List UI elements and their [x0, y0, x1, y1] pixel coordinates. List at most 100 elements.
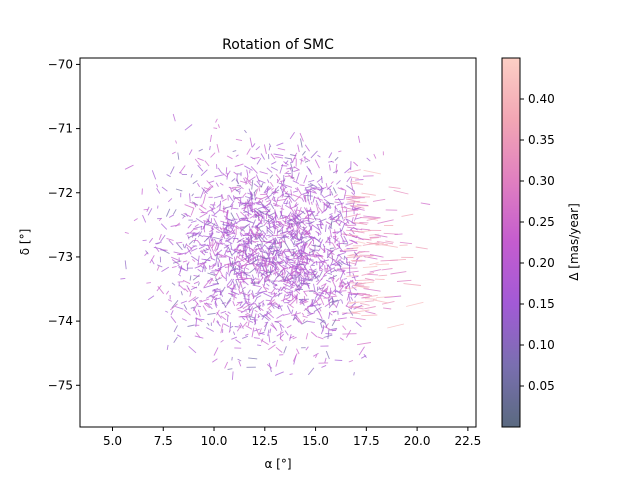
- vector-arrow: [231, 260, 234, 266]
- vector-arrow: [290, 309, 294, 315]
- vector-arrow: [267, 304, 273, 310]
- vector-arrow: [264, 244, 272, 252]
- vector-arrow: [193, 281, 200, 285]
- vector-arrow: [259, 300, 265, 305]
- vector-arrow: [262, 240, 267, 243]
- vector-arrow: [295, 242, 300, 247]
- vector-arrow: [259, 244, 266, 251]
- vector-arrow: [238, 360, 242, 367]
- vector-arrow: [271, 215, 276, 224]
- vector-arrow: [251, 179, 254, 190]
- vector-arrow: [378, 274, 388, 277]
- vector-arrow: [328, 274, 338, 280]
- vector-arrow: [271, 322, 278, 331]
- vector-arrow: [255, 203, 264, 206]
- vector-arrow: [324, 290, 330, 296]
- vector-arrow: [235, 244, 240, 250]
- vector-arrow: [179, 165, 186, 174]
- vector-arrow: [305, 185, 313, 189]
- vector-arrow: [165, 290, 170, 295]
- vector-arrow: [276, 252, 283, 255]
- vector-arrow: [341, 203, 344, 212]
- y-axis: −70 −71 −72 −73 −74 −75: [48, 57, 80, 392]
- vector-arrow: [339, 285, 344, 292]
- vector-arrow: [277, 286, 282, 293]
- vector-arrow: [281, 204, 283, 215]
- vector-arrow: [360, 302, 370, 306]
- vector-arrow: [275, 346, 283, 353]
- vector-arrow: [237, 239, 242, 242]
- vector-arrow: [253, 189, 257, 194]
- vector-arrow: [267, 329, 270, 337]
- vector-arrow: [259, 328, 262, 334]
- vector-arrow: [303, 194, 306, 199]
- vector-arrow: [166, 237, 174, 241]
- vector-arrow: [257, 344, 262, 347]
- vector-arrow: [300, 242, 307, 248]
- vector-arrow: [336, 202, 345, 206]
- vector-arrow: [369, 269, 381, 273]
- vector-arrow: [285, 211, 292, 220]
- vector-arrow: [353, 251, 358, 256]
- vector-arrow: [235, 273, 240, 283]
- vector-arrow: [321, 287, 328, 293]
- vector-arrow: [233, 196, 244, 200]
- vector-arrow: [182, 279, 191, 285]
- vector-arrow: [324, 326, 332, 331]
- vector-arrow: [226, 172, 229, 180]
- vector-arrow: [280, 181, 285, 191]
- vector-arrow: [287, 194, 295, 202]
- vector-arrow: [349, 201, 367, 204]
- vector-arrow: [210, 277, 214, 282]
- vector-arrow: [276, 198, 287, 202]
- vector-arrow: [296, 237, 304, 243]
- vector-arrow: [245, 255, 251, 259]
- vector-arrow: [226, 264, 233, 266]
- vector-arrow: [198, 148, 203, 152]
- vector-arrow: [399, 241, 413, 245]
- vector-arrow: [263, 218, 270, 226]
- vector-arrow: [306, 242, 308, 246]
- vector-arrow: [298, 223, 302, 228]
- vector-arrow: [312, 244, 321, 248]
- vector-arrow: [300, 250, 309, 256]
- vector-arrow: [311, 262, 316, 266]
- x-tick-label: 22.5: [455, 434, 482, 448]
- vector-arrow: [256, 295, 262, 299]
- vector-arrow: [283, 346, 287, 354]
- vector-arrow: [345, 242, 354, 247]
- vector-arrow: [235, 212, 241, 221]
- vector-arrow: [320, 320, 325, 324]
- vector-arrow: [356, 204, 369, 206]
- vector-arrow: [326, 279, 331, 283]
- vector-arrow: [303, 235, 314, 239]
- vector-arrow: [272, 234, 283, 237]
- vector-arrow: [199, 250, 206, 256]
- vector-arrow: [193, 307, 198, 316]
- vector-arrow: [256, 258, 260, 267]
- x-axis: 5.0 7.5 10.0 12.5 15.0 17.5 20.0 22.5: [103, 427, 481, 448]
- vector-arrow: [220, 315, 227, 321]
- vector-arrow: [246, 199, 251, 209]
- vector-arrow: [357, 292, 373, 297]
- vector-arrow: [323, 274, 327, 277]
- vector-arrow: [257, 243, 262, 246]
- vector-arrow: [272, 286, 278, 290]
- vector-arrow: [286, 305, 292, 313]
- vector-arrow: [331, 261, 338, 266]
- vector-arrow: [355, 256, 361, 261]
- vector-arrow: [302, 318, 306, 322]
- vector-arrow: [256, 208, 265, 214]
- vector-arrow: [264, 322, 268, 332]
- vector-arrow: [272, 250, 275, 256]
- vector-arrow: [188, 296, 197, 303]
- vector-arrow: [191, 201, 199, 206]
- vector-arrow: [309, 278, 314, 281]
- vector-arrow: [273, 284, 278, 287]
- vector-arrow: [255, 225, 259, 229]
- vector-arrow: [241, 317, 246, 321]
- vector-arrow: [318, 270, 323, 278]
- plot-border: [79, 57, 477, 428]
- vector-arrow: [280, 180, 286, 182]
- vector-arrow: [192, 258, 196, 262]
